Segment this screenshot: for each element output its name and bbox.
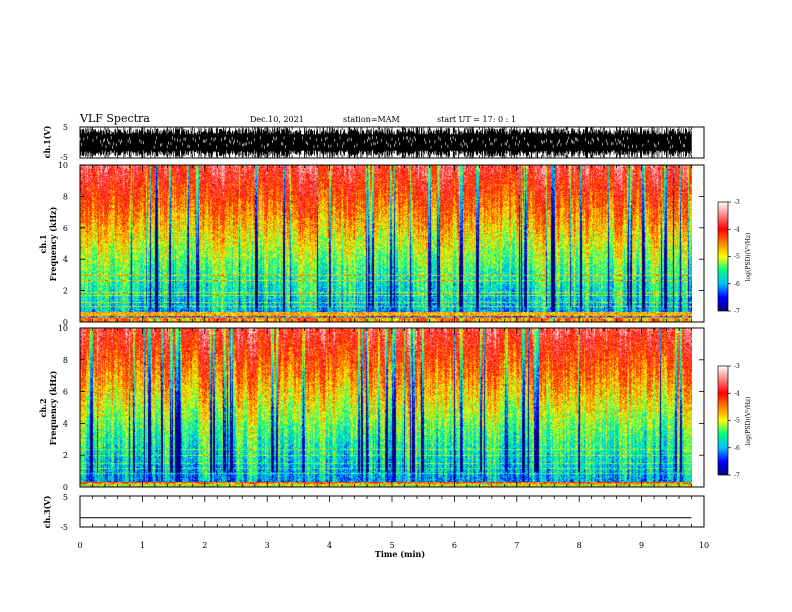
time-axis-ticks bbox=[79, 127, 705, 527]
ch2-colorbar-ticks: -3 -4 -5 -6 -7 bbox=[728, 363, 740, 479]
xtick-label-7: 7 bbox=[514, 541, 519, 550]
header-station: station=MAM bbox=[343, 115, 400, 124]
header-date: Dec.10, 2021 bbox=[250, 115, 304, 124]
ch2-spectrogram-yticks: 0 2 4 6 8 10 bbox=[58, 324, 704, 492]
xtick-label-9: 9 bbox=[639, 541, 644, 550]
ch2-spectrogram-ylabel-frequency: Frequency (kHz) bbox=[48, 370, 58, 445]
xtick-label-5: 5 bbox=[389, 541, 394, 550]
figure-title: VLF Spectra bbox=[79, 112, 150, 125]
ch1-waveform-ylabel: ch.1(V) bbox=[42, 125, 52, 158]
ch1-ytick-bottom: -5 bbox=[60, 153, 68, 162]
ch3-ytick-bottom: -5 bbox=[60, 523, 68, 532]
yt1-label-4: 4 bbox=[63, 255, 68, 264]
cb1ticks-label--7: -7 bbox=[734, 308, 740, 315]
xtick-label-1: 1 bbox=[140, 541, 145, 550]
cb1ticks-label--5: -5 bbox=[734, 254, 740, 261]
yt2-label-2: 2 bbox=[63, 451, 68, 460]
yt2-label-10: 10 bbox=[58, 324, 68, 333]
ch2-colorbar-scale bbox=[717, 365, 729, 476]
ch1-spectrogram-yticks: 0 2 4 6 8 10 bbox=[58, 161, 704, 327]
xtick-label-10: 10 bbox=[699, 541, 709, 550]
header-start-time: start UT = 17: 0 : 1 bbox=[437, 115, 516, 124]
time-axis-tick-labels: 0 1 2 3 4 5 6 7 8 9 10 bbox=[77, 541, 709, 550]
ch1-colorbar-scale bbox=[717, 201, 729, 312]
cb2ticks-label--4: -4 bbox=[734, 390, 740, 397]
ch3-waveform-panel: 5 -5 ch.3(V) bbox=[42, 493, 705, 532]
yt1-label-8: 8 bbox=[63, 192, 68, 201]
ch1-waveform-panel: 5 -5 ch.1(V) bbox=[42, 123, 705, 162]
ch1-colorbar-ticks: -3 -4 -5 -6 -7 bbox=[728, 199, 740, 315]
ch1-spectrogram-heatmap bbox=[80, 165, 692, 322]
cb1ticks-label--6: -6 bbox=[734, 281, 740, 288]
ch1-ytick-top: 5 bbox=[63, 123, 68, 132]
cb1ticks-label--4: -4 bbox=[734, 226, 740, 233]
cb2ticks-label--5: -5 bbox=[734, 418, 740, 425]
ch1-waveform-line bbox=[79, 127, 692, 158]
yt1-label-6: 6 bbox=[63, 224, 68, 233]
cb2ticks-label--7: -7 bbox=[734, 472, 740, 479]
ch2-spectrogram-heatmap bbox=[80, 328, 692, 487]
yt1-label-10: 10 bbox=[58, 161, 68, 170]
ch3-ytick-top: 5 bbox=[63, 493, 68, 502]
ch2-colorbar-label: log(PSD)(V²/Hz) bbox=[745, 397, 752, 446]
yt1-label-0: 0 bbox=[63, 318, 68, 327]
yt2-label-6: 6 bbox=[63, 388, 68, 397]
xtick-label-2: 2 bbox=[202, 541, 207, 550]
spec2-image bbox=[80, 328, 692, 487]
xtick-label-6: 6 bbox=[452, 541, 457, 550]
ch1-spectrogram-ylabel-channel: ch.1 bbox=[38, 234, 48, 253]
xtick-label-4: 4 bbox=[327, 541, 332, 550]
ch2-colorbar: -3 -4 -5 -6 -7 log(PSD)(V²/Hz) bbox=[717, 363, 752, 479]
ch1-spectrogram-ylabel-frequency: Frequency (kHz) bbox=[48, 206, 58, 281]
ch3-waveform-ylabel: ch.3(V) bbox=[42, 495, 52, 528]
ch2-spectrogram-panel: 0 2 4 6 8 10 ch.2 Frequency (kHz) bbox=[38, 324, 705, 492]
cb2ticks-label--3: -3 bbox=[734, 363, 740, 370]
ch1-spectrogram-panel: 0 2 4 6 8 10 ch.1 Frequency (kHz) bbox=[38, 161, 705, 327]
time-axis-label: Time (min) bbox=[375, 549, 425, 559]
ch1-colorbar-label: log(PSD)(V²/Hz) bbox=[745, 233, 752, 282]
ch1-waveform-gaps bbox=[79, 136, 687, 149]
ch2-spectrogram-ylabel-channel: ch.2 bbox=[38, 398, 48, 417]
xtick-label-3: 3 bbox=[265, 541, 270, 550]
cb1ticks-label--3: -3 bbox=[734, 199, 740, 206]
yt1-label-2: 2 bbox=[63, 287, 68, 296]
cb2ticks-label--6: -6 bbox=[734, 445, 740, 452]
yt2-label-0: 0 bbox=[63, 483, 68, 492]
yt2-label-4: 4 bbox=[63, 419, 68, 428]
xtick-label-0: 0 bbox=[77, 541, 82, 550]
yt2-label-8: 8 bbox=[63, 356, 68, 365]
spec1-image bbox=[80, 165, 692, 322]
xtick-label-8: 8 bbox=[577, 541, 582, 550]
ch1-colorbar: -3 -4 -5 -6 -7 log(PSD)(V²/Hz) bbox=[717, 199, 752, 315]
ch1-waveform-trace bbox=[79, 127, 692, 158]
